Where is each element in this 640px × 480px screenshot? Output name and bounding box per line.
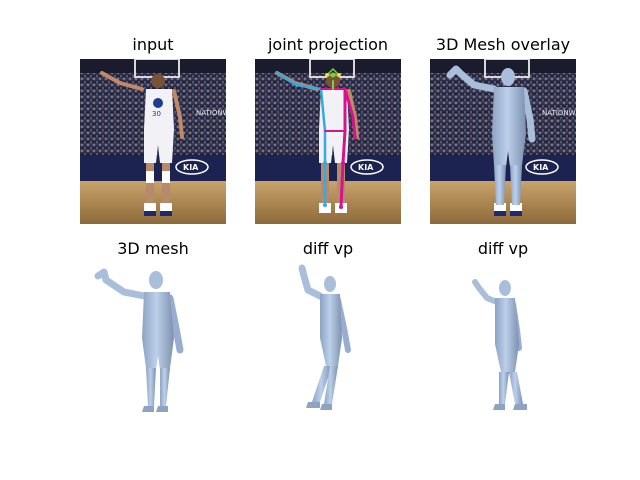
mesh-overlay-photo: NATIONWIDE KIA bbox=[430, 59, 576, 224]
arena-sign-text: KIA bbox=[533, 163, 549, 172]
mesh-body bbox=[472, 279, 527, 410]
arena-sign-text: NATIONWIDE bbox=[542, 109, 576, 117]
mesh-render-side-1 bbox=[290, 262, 370, 418]
mesh-body bbox=[298, 264, 351, 410]
arena-sign-text: KIA bbox=[183, 163, 199, 172]
player-figure: 30 bbox=[100, 71, 184, 216]
mesh-body-overlay bbox=[446, 65, 536, 205]
panel-title: joint projection bbox=[267, 35, 389, 54]
arena-sign-text: KIA bbox=[358, 163, 374, 172]
mesh-body bbox=[94, 268, 184, 412]
jersey-number: 30 bbox=[152, 110, 161, 118]
panel-title: diff vp bbox=[477, 239, 529, 258]
arena-sign-text: NATIONWIDE bbox=[196, 109, 226, 117]
joint-skeleton bbox=[275, 67, 357, 209]
panel-title: input bbox=[132, 35, 174, 54]
mesh-render-front bbox=[90, 266, 200, 420]
joint-markers bbox=[295, 72, 357, 209]
panel-title: 3D mesh bbox=[117, 239, 189, 258]
input-photo: NATIONWIDE KIA 30 bbox=[80, 59, 226, 224]
mesh-render-side-2 bbox=[465, 272, 545, 421]
panel-title: 3D Mesh overlay bbox=[435, 35, 571, 54]
joint-projection-photo: KIA bbox=[255, 59, 401, 224]
panel-title: diff vp bbox=[302, 239, 354, 258]
